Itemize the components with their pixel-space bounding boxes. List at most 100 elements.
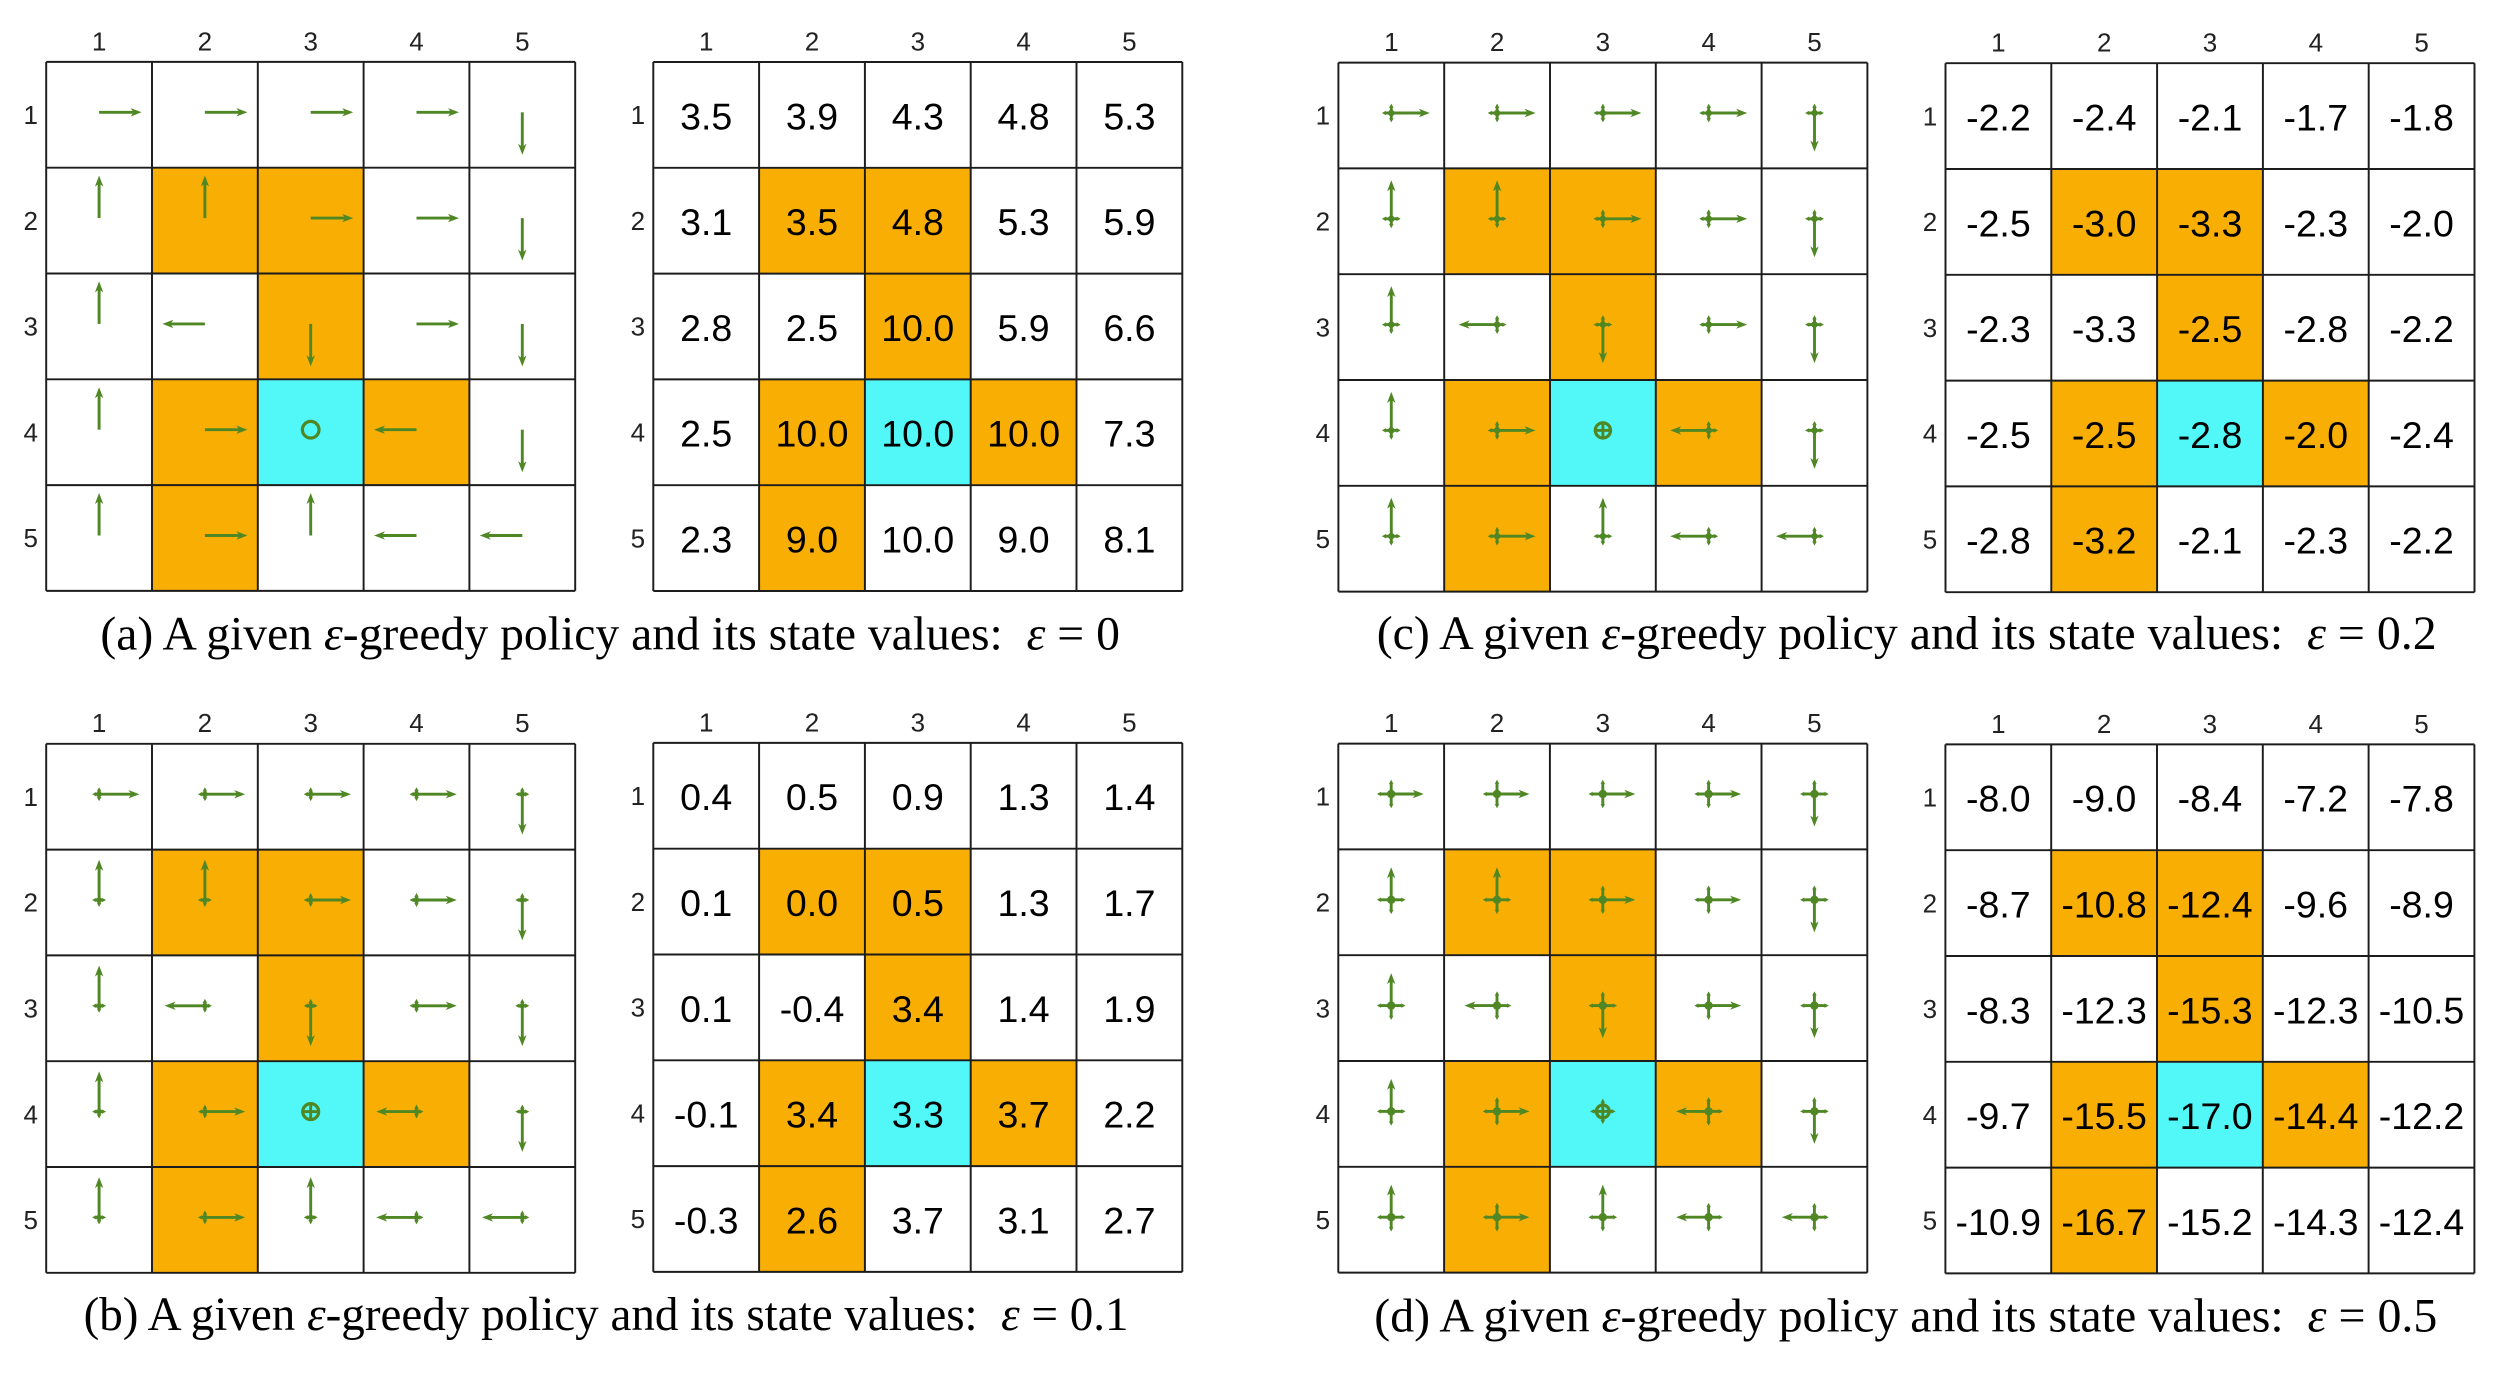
svg-text:-8.3: -8.3 (1966, 989, 2031, 1031)
svg-text:2: 2 (23, 888, 37, 918)
svg-text:3: 3 (1316, 993, 1330, 1023)
svg-text:2: 2 (805, 707, 819, 737)
svg-text:-3.3: -3.3 (2178, 202, 2243, 244)
svg-text:5: 5 (515, 26, 529, 56)
svg-text:4: 4 (631, 1098, 645, 1128)
svg-text:-12.3: -12.3 (2273, 989, 2358, 1031)
svg-text:(d) A given ε-greedy policy an: (d) A given ε-greedy policy and its stat… (1374, 1290, 2437, 1343)
svg-text:5: 5 (1923, 525, 1937, 555)
svg-text:-8.9: -8.9 (2389, 884, 2454, 926)
svg-text:1: 1 (92, 708, 106, 738)
svg-text:-1.7: -1.7 (2283, 97, 2348, 139)
svg-text:-2.3: -2.3 (2283, 520, 2348, 562)
svg-text:-17.0: -17.0 (2167, 1095, 2252, 1137)
svg-text:5.3: 5.3 (998, 201, 1050, 243)
svg-text:(c) A given ε-greedy policy an: (c) A given ε-greedy policy and its stat… (1377, 607, 2437, 660)
svg-text:1: 1 (631, 100, 645, 130)
svg-text:5.3: 5.3 (1103, 95, 1155, 137)
svg-text:1: 1 (631, 781, 645, 811)
svg-text:1: 1 (699, 707, 713, 737)
svg-text:(a) A given ε-greedy policy an: (a) A given ε-greedy policy and its stat… (100, 608, 1119, 661)
svg-text:10.0: 10.0 (987, 413, 1060, 455)
svg-text:-7.8: -7.8 (2389, 778, 2454, 820)
svg-text:2.6: 2.6 (786, 1199, 838, 1241)
svg-text:4: 4 (1701, 27, 1715, 57)
svg-text:2: 2 (2097, 709, 2111, 739)
svg-text:-2.5: -2.5 (2072, 414, 2137, 456)
svg-text:3: 3 (23, 312, 37, 342)
svg-text:2: 2 (805, 26, 819, 56)
svg-text:1: 1 (699, 26, 713, 56)
svg-text:5: 5 (631, 1204, 645, 1234)
svg-text:-3.0: -3.0 (2072, 202, 2137, 244)
svg-text:1: 1 (1923, 783, 1937, 813)
svg-text:5: 5 (1316, 1205, 1330, 1235)
svg-text:-10.9: -10.9 (1956, 1201, 2041, 1243)
svg-text:-2.8: -2.8 (1966, 520, 2031, 562)
svg-text:0.1: 0.1 (680, 882, 732, 924)
svg-text:-1.8: -1.8 (2389, 97, 2454, 139)
svg-text:3: 3 (1596, 27, 1610, 57)
svg-text:3.4: 3.4 (892, 988, 944, 1030)
svg-text:2: 2 (631, 206, 645, 236)
svg-text:4: 4 (23, 417, 37, 447)
svg-text:-2.3: -2.3 (1966, 308, 2031, 350)
svg-text:3: 3 (303, 708, 317, 738)
svg-text:0.5: 0.5 (786, 776, 838, 818)
svg-text:1.9: 1.9 (1103, 988, 1155, 1030)
svg-text:1: 1 (1991, 28, 2005, 58)
svg-text:5: 5 (515, 708, 529, 738)
svg-text:-10.8: -10.8 (2061, 884, 2146, 926)
svg-text:3: 3 (1316, 312, 1330, 342)
svg-text:-2.8: -2.8 (2178, 414, 2243, 456)
svg-text:0.0: 0.0 (786, 882, 838, 924)
svg-text:4: 4 (409, 26, 423, 56)
svg-text:-12.4: -12.4 (2167, 884, 2252, 926)
svg-text:-2.1: -2.1 (2178, 520, 2243, 562)
svg-text:1.4: 1.4 (1103, 776, 1155, 818)
svg-text:3.7: 3.7 (998, 1094, 1050, 1136)
svg-text:0.4: 0.4 (680, 776, 732, 818)
svg-text:2: 2 (1923, 888, 1937, 918)
svg-text:-2.4: -2.4 (2389, 414, 2454, 456)
svg-text:2.2: 2.2 (1103, 1094, 1155, 1136)
svg-text:3: 3 (631, 993, 645, 1023)
svg-text:5: 5 (2414, 28, 2428, 58)
svg-text:-12.3: -12.3 (2061, 989, 2146, 1031)
svg-text:2.5: 2.5 (680, 413, 732, 455)
svg-text:3: 3 (23, 994, 37, 1024)
svg-text:2: 2 (1923, 207, 1937, 237)
svg-text:1.7: 1.7 (1103, 882, 1155, 924)
svg-text:-8.7: -8.7 (1966, 884, 2031, 926)
svg-text:2: 2 (23, 206, 37, 236)
svg-text:-0.3: -0.3 (674, 1199, 739, 1241)
svg-text:-8.4: -8.4 (2178, 778, 2243, 820)
svg-text:2: 2 (1490, 27, 1504, 57)
svg-text:4: 4 (2309, 28, 2323, 58)
svg-text:5.9: 5.9 (998, 307, 1050, 349)
svg-text:3.1: 3.1 (680, 201, 732, 243)
svg-text:0.1: 0.1 (680, 988, 732, 1030)
svg-text:10.0: 10.0 (881, 519, 954, 561)
svg-text:-9.7: -9.7 (1966, 1095, 2031, 1137)
svg-text:-2.5: -2.5 (2178, 308, 2243, 350)
svg-text:10.0: 10.0 (881, 413, 954, 455)
svg-text:1: 1 (1991, 709, 2005, 739)
svg-text:5: 5 (1122, 707, 1136, 737)
svg-text:-0.1: -0.1 (674, 1094, 739, 1136)
svg-text:4: 4 (1016, 26, 1030, 56)
svg-text:2.8: 2.8 (680, 307, 732, 349)
svg-text:-12.2: -12.2 (2379, 1095, 2464, 1137)
svg-text:5: 5 (631, 523, 645, 553)
svg-text:3.1: 3.1 (998, 1199, 1050, 1241)
svg-text:1.3: 1.3 (998, 776, 1050, 818)
svg-text:-8.0: -8.0 (1966, 778, 2031, 820)
svg-text:1: 1 (1316, 782, 1330, 812)
svg-text:-2.5: -2.5 (1966, 414, 2031, 456)
svg-text:2: 2 (2097, 28, 2111, 58)
svg-text:4.8: 4.8 (998, 95, 1050, 137)
svg-text:-2.5: -2.5 (1966, 202, 2031, 244)
svg-text:8.1: 8.1 (1103, 519, 1155, 561)
svg-text:1.3: 1.3 (998, 882, 1050, 924)
svg-text:5: 5 (23, 523, 37, 553)
